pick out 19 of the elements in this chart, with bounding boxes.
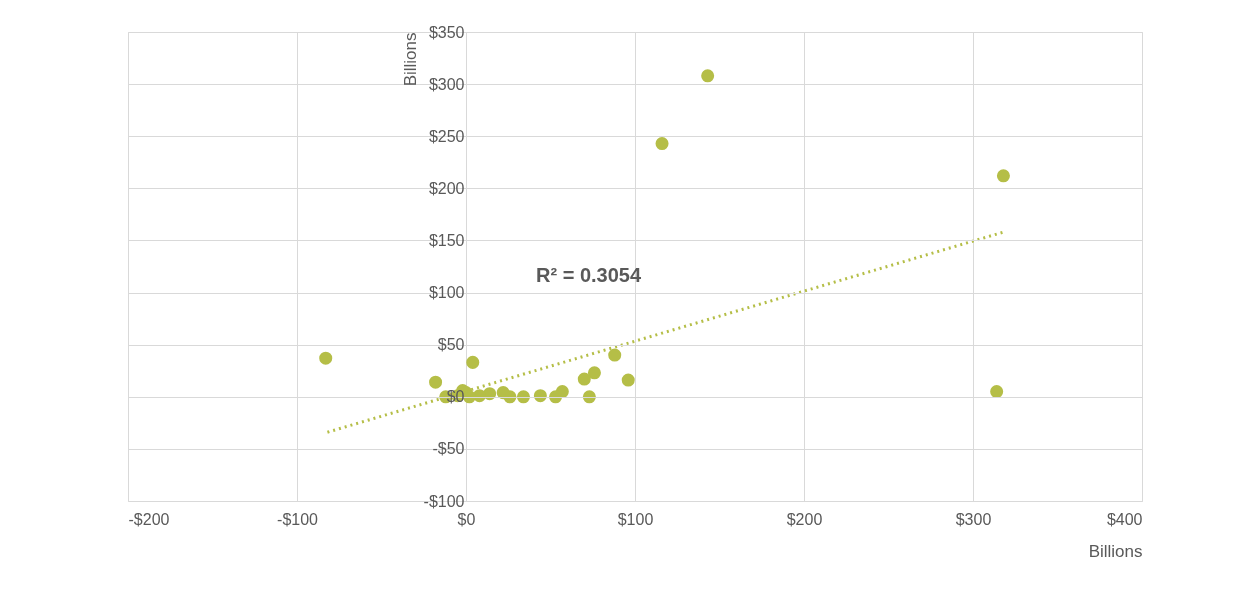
y-tick-label: $300	[428, 75, 465, 93]
y-tick-label: $200	[428, 179, 465, 197]
y-tick-label: $150	[428, 231, 465, 249]
y-tick-label: -$50	[432, 440, 465, 458]
y-tick-label: $250	[428, 127, 465, 145]
y-axis-title: Billions	[400, 32, 420, 87]
x-axis-title: Billions	[1088, 541, 1143, 561]
y-tick-label: $50	[437, 336, 465, 354]
x-tick-label: -$100	[277, 510, 319, 528]
y-tick-label: $100	[428, 284, 465, 302]
annotation: R² = 0.3054	[536, 264, 642, 286]
x-tick-label: $400	[1106, 510, 1143, 528]
y-tick-label: -$100	[423, 492, 465, 510]
x-tick-label: -$200	[128, 510, 170, 528]
x-tick-label: $100	[617, 510, 654, 528]
x-tick-label: $0	[457, 510, 476, 528]
x-tick-label: $200	[786, 510, 823, 528]
y-tick-label: $350	[428, 23, 465, 41]
x-tick-label: $300	[955, 510, 992, 528]
